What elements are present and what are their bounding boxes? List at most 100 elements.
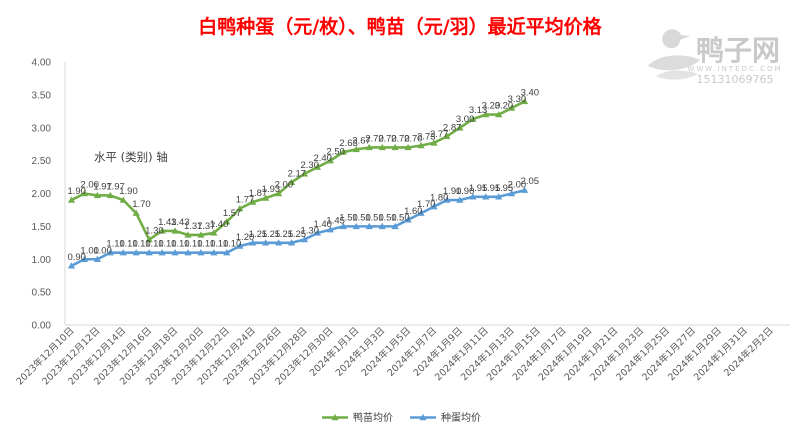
data-point — [469, 193, 477, 200]
data-label: 1.25 — [249, 229, 267, 240]
data-label: 3.00 — [456, 114, 475, 125]
data-point — [158, 227, 166, 234]
data-point — [275, 189, 283, 197]
data-point — [184, 249, 192, 256]
series-line — [70, 188, 525, 267]
data-label: 1.43 — [158, 217, 177, 228]
data-point — [106, 191, 114, 199]
data-point — [456, 196, 464, 203]
y-tick-label: 4.00 — [32, 58, 52, 69]
data-point — [210, 249, 218, 256]
data-label: 3.20 — [482, 101, 501, 112]
data-label: 2.70 — [365, 133, 384, 144]
data-label: 1.95 — [469, 183, 488, 194]
data-label: 2.50 — [326, 147, 345, 158]
data-label: 1.45 — [326, 216, 345, 227]
data-label: 1.10 — [132, 239, 151, 250]
data-point — [275, 239, 283, 246]
y-tick-label: 2.00 — [32, 189, 52, 200]
data-label: 2.73 — [417, 132, 436, 143]
data-point — [520, 97, 529, 105]
data-label: 2.87 — [443, 122, 462, 133]
data-point — [171, 227, 179, 234]
data-label: 2.00 — [508, 180, 527, 191]
data-label: 2.00 — [80, 180, 99, 191]
data-label: 1.30 — [301, 226, 320, 237]
data-label: 2.40 — [313, 153, 332, 164]
data-label: 1.50 — [339, 212, 358, 223]
data-point — [520, 186, 529, 193]
data-point — [469, 115, 477, 122]
y-tick-label: 3.00 — [32, 123, 52, 134]
data-point — [417, 141, 425, 149]
data-point — [80, 255, 89, 262]
series-layer: 1.902.001.971.971.901.701.301.431.431.37… — [67, 87, 540, 269]
legend-item: 种蛋均价 — [410, 411, 481, 424]
data-label: 1.10 — [223, 239, 242, 250]
data-point — [197, 249, 205, 256]
data-label: 1.97 — [93, 181, 112, 192]
legend-item: 鸭苗均价 — [322, 411, 393, 424]
watermark: 鸭子网 WWW.INTEDC.COM 15131069765 — [648, 29, 782, 86]
y-tick-label: 1.50 — [32, 222, 52, 233]
data-label: 2.70 — [391, 133, 410, 144]
data-point — [300, 170, 309, 177]
data-label: 2.67 — [352, 135, 371, 146]
data-point — [80, 189, 89, 197]
data-label: 1.43 — [171, 217, 190, 228]
data-label: 1.10 — [184, 239, 203, 250]
data-point — [184, 231, 192, 238]
data-point — [145, 235, 153, 243]
data-point — [430, 139, 438, 146]
data-label: 1.70 — [417, 199, 436, 210]
legend-swatch-marker — [419, 413, 427, 421]
chart-title: 白鸭种蛋（元/枚）、鸭苗（元/羽）最近平均价格 — [198, 15, 602, 38]
data-point — [482, 193, 490, 200]
data-label: 2.70 — [404, 133, 423, 144]
x-axis: 2023年12月10日2023年12月12日2023年12月14日2023年12… — [14, 325, 776, 388]
data-label: 2.70 — [378, 133, 397, 144]
data-label: 1.50 — [391, 212, 410, 223]
data-point — [236, 205, 244, 212]
data-point — [443, 132, 451, 139]
data-point — [404, 143, 412, 151]
series-hatching-egg: 0.901.001.001.101.101.101.101.101.101.10… — [67, 176, 539, 269]
y-tick-label: 3.50 — [32, 90, 52, 101]
data-point — [417, 209, 425, 216]
watermark-url: WWW.INTEDC.COM — [687, 65, 782, 73]
data-point — [482, 111, 490, 118]
data-point — [106, 249, 114, 256]
data-label: 1.80 — [430, 193, 449, 204]
data-point — [262, 239, 270, 246]
data-label: 1.87 — [249, 188, 267, 199]
data-point — [249, 198, 257, 205]
data-label: 1.70 — [132, 199, 151, 210]
data-point — [287, 239, 296, 246]
legend-label: 种蛋均价 — [441, 411, 481, 424]
data-point — [339, 148, 347, 155]
data-point — [262, 194, 270, 201]
data-point — [223, 218, 231, 225]
data-point — [508, 189, 516, 197]
data-label: 1.10 — [197, 239, 216, 250]
data-label: 1.00 — [80, 245, 99, 256]
data-label: 1.10 — [106, 239, 125, 250]
data-point — [313, 163, 322, 170]
data-label: 1.97 — [106, 181, 125, 192]
data-label: 1.10 — [119, 239, 138, 250]
legend: 鸭苗均价 种蛋均价 — [322, 411, 481, 424]
data-label: 1.77 — [236, 195, 255, 206]
data-point — [158, 249, 166, 256]
data-label: 2.77 — [430, 129, 449, 140]
data-label: 3.40 — [521, 87, 540, 98]
data-label: 1.50 — [378, 212, 397, 223]
data-label: 1.25 — [288, 229, 307, 240]
y-tick-label: 0.50 — [32, 288, 52, 299]
data-point — [391, 222, 399, 230]
data-point — [352, 145, 360, 153]
data-label: 1.10 — [171, 239, 190, 250]
data-label: 1.10 — [210, 239, 229, 250]
data-point — [67, 262, 76, 269]
data-label: 1.10 — [158, 239, 177, 250]
data-label: 2.17 — [288, 168, 307, 179]
